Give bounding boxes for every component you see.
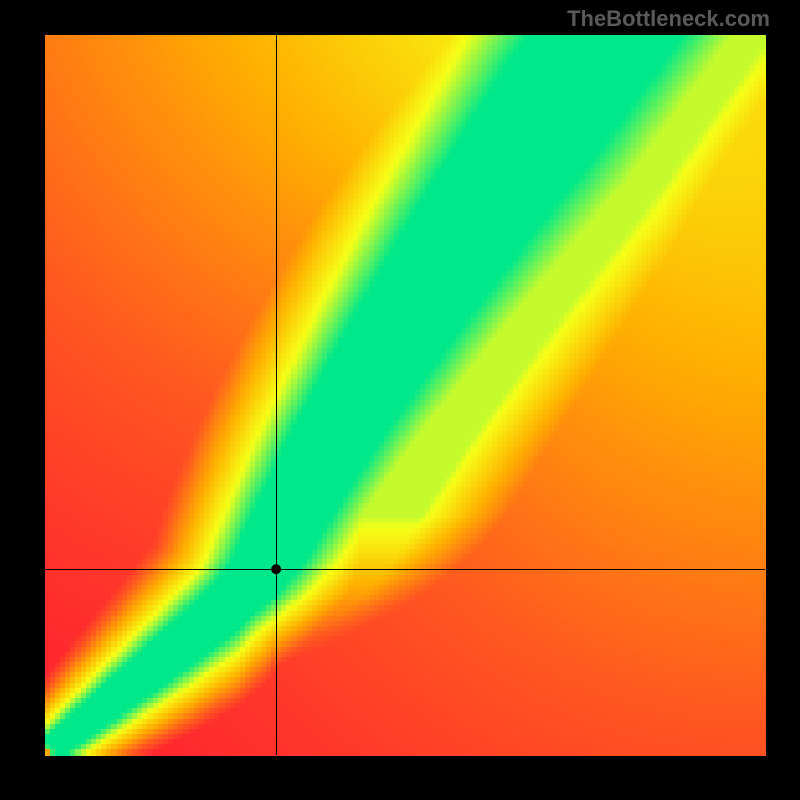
bottleneck-heatmap	[0, 0, 800, 800]
page-container: TheBottleneck.com	[0, 0, 800, 800]
watermark-text: TheBottleneck.com	[567, 6, 770, 32]
